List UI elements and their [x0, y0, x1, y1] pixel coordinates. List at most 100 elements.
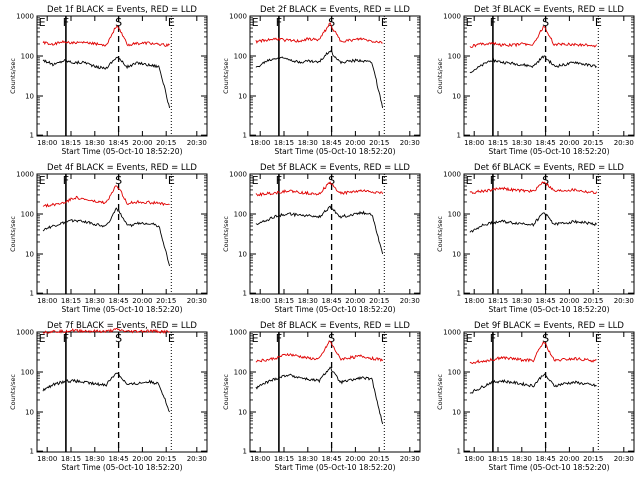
plot-frame — [463, 173, 635, 295]
event-marker-label: E — [39, 174, 46, 187]
x-tick-label: 20:00 — [559, 455, 579, 463]
x-tick-label: 20:15 — [156, 139, 176, 147]
y-tick-label: 100 — [234, 369, 247, 377]
x-tick-label: 18:45 — [322, 297, 342, 305]
y-tick-label: 1000 — [229, 171, 247, 179]
plot-frame — [36, 15, 208, 137]
x-tick-label: 20:15 — [583, 139, 603, 147]
plot-frame — [249, 331, 421, 453]
x-tick-label: 20:15 — [369, 139, 389, 147]
event-marker-label: E — [595, 332, 602, 345]
x-tick-label: 18:45 — [536, 297, 556, 305]
x-axis-label: Start Time (05-Oct-10 18:52:20) — [274, 147, 395, 156]
y-tick-label: 1 — [243, 290, 247, 298]
y-tick-label: 10 — [238, 251, 247, 259]
series-events-line — [42, 56, 171, 109]
x-tick-label: 18:45 — [322, 139, 342, 147]
y-tick-label: 10 — [452, 93, 461, 101]
x-tick-label: 18:00 — [250, 455, 270, 463]
y-tick-label: 1000 — [443, 171, 461, 179]
plot-frame — [249, 173, 421, 295]
y-tick-label: 1000 — [229, 13, 247, 21]
event-marker-label: S — [115, 332, 122, 345]
x-tick-label: 20:00 — [132, 455, 152, 463]
panel-det-6: Det 6f BLACK = Events, RED = LLD 1 10 100 10… — [436, 163, 635, 314]
x-tick-label: 20:30 — [187, 455, 207, 463]
panel-det-7: Det 7f BLACK = Events, RED = LLD 1 10 100 10… — [9, 321, 208, 472]
event-marker-label: E — [381, 332, 388, 345]
y-tick-label: 1 — [30, 448, 34, 456]
plot-frame — [36, 331, 208, 453]
y-tick-label: 100 — [448, 211, 461, 219]
event-marker-label: E — [252, 174, 259, 187]
y-tick-label: 1000 — [443, 329, 461, 337]
y-tick-label: 100 — [21, 53, 34, 61]
panel-det-9: Det 9f BLACK = Events, RED = LLD 1 10 100 10… — [436, 321, 635, 472]
x-tick-label: 20:30 — [400, 455, 420, 463]
event-marker-label: E — [381, 174, 388, 187]
event-marker-label: E — [252, 16, 259, 29]
event-marker-label: F — [63, 174, 69, 187]
series-lld-line — [469, 341, 597, 365]
x-tick-label: 18:00 — [250, 297, 270, 305]
y-axis-label: Counts/sec — [436, 58, 444, 94]
x-axis-label: Start Time (05-Oct-10 18:52:20) — [488, 463, 609, 472]
y-tick-label: 10 — [238, 409, 247, 417]
event-marker-label: F — [276, 332, 282, 345]
x-axis-label: Start Time (05-Oct-10 18:52:20) — [274, 305, 395, 314]
x-tick-label: 18:30 — [85, 297, 105, 305]
panel-title: Det 9f BLACK = Events, RED = LLD — [474, 321, 624, 331]
y-axis-label: Counts/sec — [9, 374, 17, 410]
x-tick-label: 18:00 — [464, 297, 484, 305]
series-events-line — [469, 55, 597, 74]
x-tick-label: 20:15 — [583, 297, 603, 305]
x-axis-label: Start Time (05-Oct-10 18:52:20) — [488, 147, 609, 156]
y-axis-label: Counts/sec — [436, 216, 444, 252]
x-tick-label: 18:15 — [274, 139, 294, 147]
series-lld-line — [255, 22, 383, 44]
event-marker-label: E — [252, 332, 259, 345]
y-axis-label: Counts/sec — [9, 58, 17, 94]
panel-title: Det 7f BLACK = Events, RED = LLD — [47, 321, 197, 331]
panel-det-2: Det 2f BLACK = Events, RED = LLD 1 10 100 10… — [222, 5, 421, 156]
panel-title: Det 5f BLACK = Events, RED = LLD — [260, 163, 410, 173]
panel-title: Det 3f BLACK = Events, RED = LLD — [474, 5, 624, 15]
panel-title: Det 4f BLACK = Events, RED = LLD — [47, 163, 197, 173]
panel-det-4: Det 4f BLACK = Events, RED = LLD 1 10 100 10… — [9, 163, 208, 314]
x-axis-label: Start Time (05-Oct-10 18:52:20) — [61, 305, 182, 314]
x-tick-label: 20:15 — [156, 297, 176, 305]
x-tick-label: 20:30 — [187, 297, 207, 305]
series-events-line — [42, 372, 170, 413]
y-tick-label: 1000 — [16, 13, 34, 21]
panel-grid: Det 1f BLACK = Events, RED = LLD 1 10 100 10… — [9, 5, 635, 472]
panel-title: Det 6f BLACK = Events, RED = LLD — [474, 163, 624, 173]
y-axis-label: Counts/sec — [222, 58, 230, 94]
event-marker-label: F — [276, 16, 282, 29]
event-marker-label: S — [542, 16, 549, 29]
event-marker-label: F — [490, 332, 496, 345]
panel-title: Det 8f BLACK = Events, RED = LLD — [260, 321, 410, 331]
x-tick-label: 18:30 — [298, 297, 318, 305]
x-tick-label: 18:30 — [85, 455, 105, 463]
y-axis-label: Counts/sec — [222, 216, 230, 252]
event-marker-label: S — [328, 174, 335, 187]
x-tick-label: 20:15 — [369, 297, 389, 305]
series-events-line — [42, 207, 171, 267]
x-tick-label: 18:00 — [37, 297, 57, 305]
event-marker-label: S — [542, 174, 549, 187]
x-axis-label: Start Time (05-Oct-10 18:52:20) — [61, 147, 182, 156]
event-marker-label: F — [490, 174, 496, 187]
y-axis-label: Counts/sec — [436, 374, 444, 410]
event-marker-label: E — [595, 174, 602, 187]
event-marker-label: F — [63, 332, 69, 345]
event-marker-label: E — [168, 16, 175, 29]
x-tick-label: 18:15 — [274, 297, 294, 305]
event-marker-label: E — [39, 332, 46, 345]
plot-frame — [463, 15, 635, 137]
y-tick-label: 1 — [243, 448, 247, 456]
panel-det-3: Det 3f BLACK = Events, RED = LLD 1 10 100 10… — [436, 5, 635, 156]
x-tick-label: 18:45 — [536, 139, 556, 147]
y-axis-label: Counts/sec — [9, 216, 17, 252]
x-tick-label: 18:45 — [322, 455, 342, 463]
